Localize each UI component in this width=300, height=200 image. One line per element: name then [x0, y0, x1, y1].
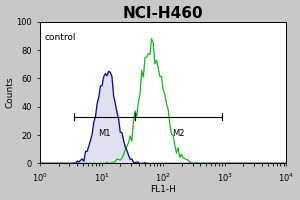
X-axis label: FL1-H: FL1-H — [150, 185, 176, 194]
Text: M1: M1 — [98, 129, 111, 138]
Text: M2: M2 — [172, 129, 185, 138]
Title: NCI-H460: NCI-H460 — [123, 6, 203, 21]
Y-axis label: Counts: Counts — [6, 77, 15, 108]
Text: control: control — [45, 33, 76, 42]
